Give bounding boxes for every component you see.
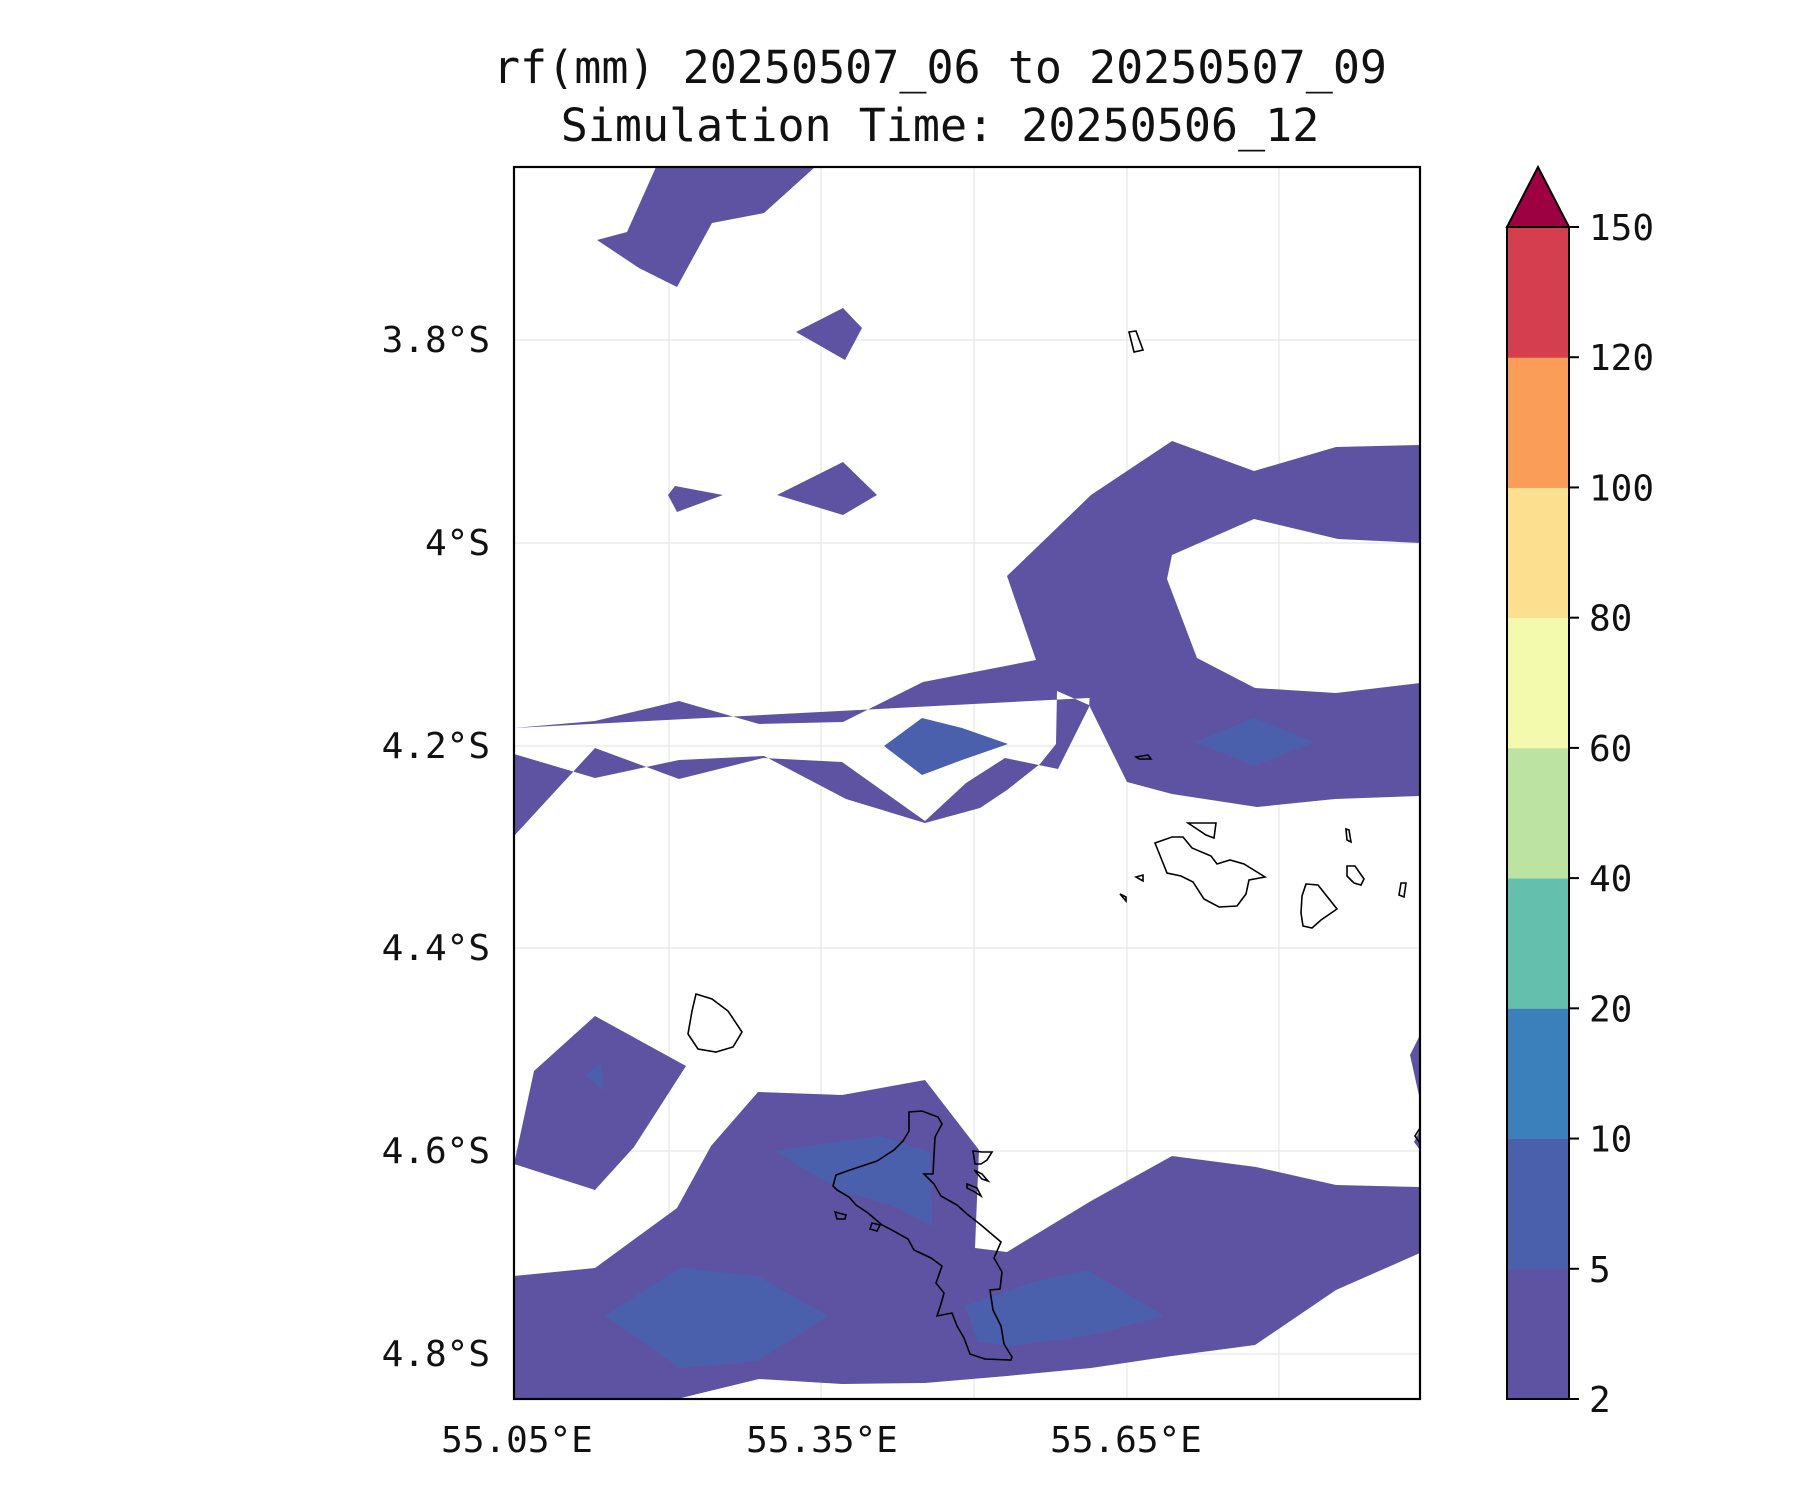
lat-tick-label: 3.8°S xyxy=(382,320,490,361)
colorbar: 2 5 10 20 40 60 80 100 120 150 xyxy=(1505,164,1654,1421)
rain-area-2-5 xyxy=(597,167,815,287)
island-outline xyxy=(966,1182,983,1199)
island-outline xyxy=(1133,873,1144,883)
colorbar-tick-label: 10 xyxy=(1589,1120,1632,1161)
island-outline xyxy=(973,1169,991,1183)
latitude-labels: 3.8°S 4°S 4.2°S 4.4°S 4.6°S 4.8°S xyxy=(382,320,490,1375)
island-outline xyxy=(1300,883,1339,929)
island-outline xyxy=(1128,330,1145,353)
lon-tick-label: 55.05°E xyxy=(441,1420,593,1461)
rain-area-5-10 xyxy=(884,718,1008,775)
colorbar-tick-label: 40 xyxy=(1589,859,1632,900)
colorbar-frame xyxy=(1506,226,1570,1400)
lat-tick-label: 4.8°S xyxy=(382,1334,490,1375)
figure-title: rf(mm) 20250507_06 to 20250507_09 xyxy=(492,41,1388,94)
colorbar-tick-label: 2 xyxy=(1589,1380,1611,1421)
colorbar-tick-label: 5 xyxy=(1589,1250,1611,1291)
rain-area-5-10 xyxy=(965,1270,1164,1346)
colorbar-segment xyxy=(1507,357,1569,488)
lat-tick-label: 4.4°S xyxy=(382,928,490,969)
rain-area-2-5 xyxy=(1410,1035,1420,1100)
lon-tick-label: 55.65°E xyxy=(1050,1420,1202,1461)
island-outline xyxy=(868,1222,882,1232)
colorbar-segment xyxy=(1507,617,1569,749)
colorbar-extend-arrow xyxy=(1505,164,1571,228)
colorbar-tick-label: 100 xyxy=(1589,468,1654,509)
map-frame xyxy=(512,165,1422,1401)
lat-tick-label: 4°S xyxy=(425,523,490,564)
colorbar-segment xyxy=(1507,1138,1569,1270)
rainfall-contours-5-10 xyxy=(586,718,1314,1368)
colorbar-segment xyxy=(1507,1268,1569,1400)
island-outline xyxy=(972,1150,994,1165)
figure-subtitle: Simulation Time: 20250506_12 xyxy=(560,99,1320,152)
colorbar-segment xyxy=(1507,1008,1569,1140)
rain-area-5-10 xyxy=(1196,718,1314,766)
island-outline xyxy=(1414,1127,1420,1144)
colorbar-tick-label: 120 xyxy=(1589,338,1654,379)
rain-area-5-10 xyxy=(775,1136,932,1226)
rain-area-2-5 xyxy=(668,486,723,512)
island-outline xyxy=(1119,893,1127,904)
island-outline xyxy=(1345,827,1353,844)
colorbar-tick-label: 150 xyxy=(1589,208,1654,249)
lat-tick-label: 4.2°S xyxy=(382,726,490,767)
colorbar-segment xyxy=(1507,487,1569,619)
rain-area-2-5 xyxy=(796,308,862,360)
rain-area-5-10 xyxy=(586,1063,604,1091)
colorbar-tick-label: 60 xyxy=(1589,729,1632,770)
island-outline xyxy=(1133,754,1153,760)
rain-area-2-5 xyxy=(514,1016,686,1190)
rain-area-2-5 xyxy=(777,462,877,515)
island-outline xyxy=(687,992,743,1053)
lat-tick-label: 4.6°S xyxy=(382,1131,490,1172)
colorbar-tick-label: 80 xyxy=(1589,599,1632,640)
colorbar-segment xyxy=(1507,227,1569,358)
rain-area-5-10 xyxy=(605,1268,828,1368)
colorbar-segment xyxy=(1507,878,1569,1009)
coastlines xyxy=(687,330,1420,1361)
colorbar-tick-label: 20 xyxy=(1589,989,1632,1030)
island-outline xyxy=(1346,865,1365,886)
island-outline xyxy=(1185,822,1217,840)
island-outline xyxy=(833,1210,847,1220)
map-area xyxy=(514,167,1420,1399)
island-outline xyxy=(832,1110,1013,1361)
colorbar-segment xyxy=(1507,747,1569,879)
rain-area-2-5 xyxy=(514,441,1420,836)
island-outline xyxy=(1398,882,1407,899)
island-outline xyxy=(1153,836,1268,908)
longitude-labels: 55.05°E 55.35°E 55.65°E xyxy=(441,1420,1202,1461)
lon-tick-label: 55.35°E xyxy=(746,1420,898,1461)
